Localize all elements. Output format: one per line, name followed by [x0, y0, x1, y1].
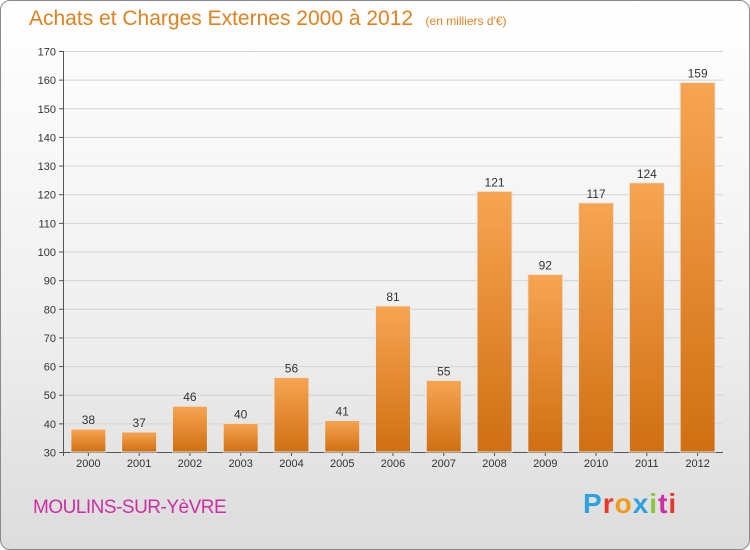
bar-2004 — [273, 377, 310, 453]
y-tick-label: 110 — [38, 218, 56, 230]
value-label: 41 — [336, 404, 350, 418]
value-label: 38 — [82, 413, 96, 427]
value-label: 81 — [386, 290, 400, 304]
x-tick-label: 2012 — [685, 458, 709, 470]
bar-2007 — [425, 379, 462, 453]
logo-letter: i — [668, 488, 678, 519]
chart-unit: (en milliers d'€) — [425, 14, 507, 28]
x-tick-label: 2000 — [76, 458, 100, 470]
x-tick-label: 2011 — [635, 458, 659, 470]
logo-letter: P — [583, 488, 603, 519]
x-tick-label: 2003 — [228, 458, 252, 470]
axes — [59, 51, 723, 456]
bar-2005 — [324, 419, 361, 453]
bar-2008 — [476, 190, 513, 453]
y-tick-label: 120 — [38, 190, 56, 202]
bar-2011 — [628, 182, 665, 453]
x-tick-label: 2006 — [381, 458, 405, 470]
value-label: 124 — [637, 167, 657, 181]
bar-2012 — [679, 82, 716, 453]
bar-2001 — [121, 431, 158, 453]
value-label: 92 — [539, 258, 553, 272]
bar-2010 — [578, 202, 615, 453]
value-label: 56 — [285, 362, 299, 376]
x-tick-label: 2001 — [127, 458, 151, 470]
y-tick-label: 100 — [38, 247, 56, 259]
labels: 30 40 50 60 70 80 90 100 110 120 130 140 150 160 170 38… — [38, 47, 710, 471]
chart-title: Achats et Charges Externes 2000 à 2012 — [29, 7, 414, 30]
value-label: 117 — [587, 187, 606, 201]
logo-letter: t — [658, 488, 669, 519]
logo-letter: i — [649, 488, 659, 519]
y-tick-label: 30 — [44, 448, 56, 460]
value-label: 40 — [234, 407, 248, 421]
proxiti-logo[interactable]: Proxiti — [583, 488, 677, 520]
x-tick-label: 2005 — [330, 458, 354, 470]
value-label: 37 — [132, 416, 146, 430]
y-tick-label: 170 — [38, 47, 56, 59]
bars — [70, 82, 716, 453]
bar-2009 — [527, 273, 564, 453]
y-tick-label: 150 — [38, 104, 56, 116]
y-tick-label: 50 — [44, 390, 56, 402]
y-tick-label: 70 — [44, 333, 56, 345]
x-tick-label: 2009 — [533, 458, 557, 470]
x-tick-label: 2007 — [432, 458, 456, 470]
value-label: 55 — [437, 364, 451, 378]
value-label: 46 — [183, 390, 197, 404]
y-tick-label: 130 — [38, 161, 56, 173]
y-tick-label: 60 — [44, 362, 56, 374]
y-tick-label: 80 — [44, 304, 56, 316]
x-tick-label: 2010 — [584, 458, 608, 470]
logo-letter: o — [614, 488, 633, 519]
x-tick-label: 2002 — [178, 458, 202, 470]
title-row: Achats et Charges Externes 2000 à 2012 (… — [29, 7, 507, 31]
logo-letter: x — [632, 488, 650, 519]
bar-2000 — [70, 428, 107, 453]
y-tick-label: 140 — [38, 132, 56, 144]
y-tick-label: 90 — [44, 276, 56, 288]
value-label: 121 — [485, 175, 505, 189]
x-tick-label: 2004 — [279, 458, 303, 470]
bar-2002 — [171, 405, 208, 453]
y-tick-label: 160 — [38, 75, 56, 87]
bar-2003 — [222, 422, 259, 453]
commune-name: MOULINS-SUR-YèVRE — [33, 497, 227, 518]
bar-2006 — [375, 305, 411, 453]
y-tick-label: 40 — [44, 419, 56, 431]
x-tick-label: 2008 — [482, 458, 506, 470]
value-label: 159 — [688, 67, 708, 81]
logo-letter: r — [602, 488, 615, 519]
